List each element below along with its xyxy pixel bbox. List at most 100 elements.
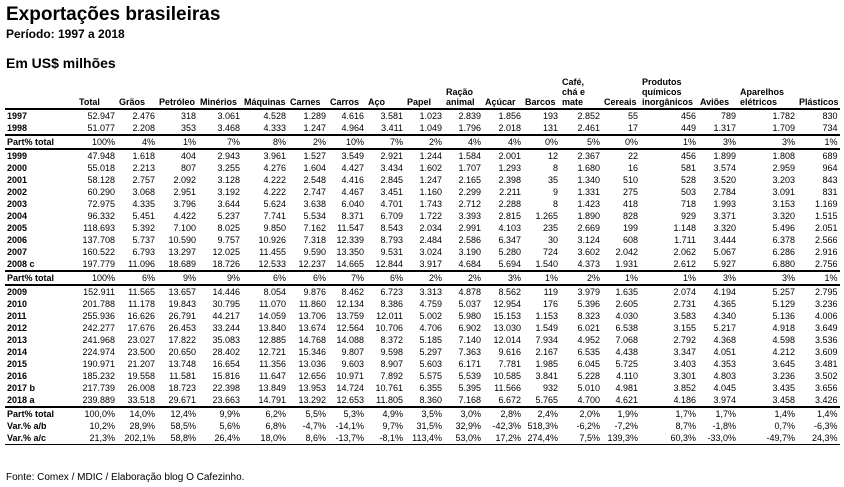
cell: 28.402 xyxy=(212,347,240,357)
column-header: Produtos químicos inorgânicos xyxy=(642,77,694,107)
cell: 2.757 xyxy=(132,175,155,185)
cell: 6.045 xyxy=(577,359,600,369)
cell: 72.975 xyxy=(87,199,115,209)
cell: 8.907 xyxy=(380,359,403,369)
cell: 11.455 xyxy=(259,247,286,257)
cell: 3% xyxy=(738,270,797,285)
cell: 8.543 xyxy=(380,223,403,233)
cell: -7,2% xyxy=(614,421,638,431)
cell: 51.077 xyxy=(87,123,115,133)
cell: 3.320 xyxy=(713,223,736,233)
cell: 4.803 xyxy=(713,371,736,381)
cell: 12.885 xyxy=(258,335,286,345)
cell: 5.603 xyxy=(419,359,442,369)
column-header: Plásticos xyxy=(799,97,839,107)
cell: 4.918 xyxy=(772,323,795,333)
cell: 14.446 xyxy=(198,284,242,298)
cell: 18,0% xyxy=(242,432,288,445)
cell: 1.153 xyxy=(535,311,558,321)
cell: 1.169 xyxy=(815,199,838,209)
cell: 11.547 xyxy=(337,223,364,233)
cell: 2.566 xyxy=(815,235,838,245)
cell: 2.018 xyxy=(498,123,521,133)
cell: 718 xyxy=(680,199,696,209)
cell: 1.293 xyxy=(498,163,521,173)
cell: 55.018 xyxy=(87,163,115,173)
cell: 1.808 xyxy=(738,148,797,162)
row-label: Part% total xyxy=(5,134,77,149)
cell: 4.416 xyxy=(341,175,364,185)
cell: 3.649 xyxy=(815,323,838,333)
cell: 4.103 xyxy=(498,223,521,233)
cell: 5.002 xyxy=(419,311,442,321)
cell: 1.049 xyxy=(419,123,442,133)
cell: 160.522 xyxy=(82,247,115,257)
cell: 13.759 xyxy=(336,311,364,321)
cell: 6.723 xyxy=(366,284,405,298)
cell: 1.856 xyxy=(483,108,523,122)
cell: 13.706 xyxy=(298,311,326,321)
cell: 4,9% xyxy=(366,406,405,420)
cell: 2.398 xyxy=(498,175,521,185)
cell: 13.036 xyxy=(298,359,326,369)
cell: 3.061 xyxy=(198,108,242,122)
cell: 3% xyxy=(738,134,797,149)
cell: 9,9% xyxy=(198,406,242,420)
cell: 6.880 xyxy=(772,259,795,269)
cell: 4.110 xyxy=(616,371,638,381)
cell: 2% xyxy=(405,270,444,285)
cell: 1.148 xyxy=(673,223,696,233)
cell: 734 xyxy=(822,123,838,133)
cell: 14.724 xyxy=(336,383,364,393)
cell: 2% xyxy=(444,270,483,285)
cell: 9.850 xyxy=(263,223,286,233)
cell: 3.190 xyxy=(458,247,481,257)
table-row: 2008 c 197.779 11.096 18.689 18.726 12.533 12.… xyxy=(5,258,840,271)
cell: 13.350 xyxy=(336,247,364,257)
cell: 8.360 xyxy=(419,395,442,405)
cell: 3.974 xyxy=(713,395,736,405)
cell: 176 xyxy=(542,299,558,309)
cell: 2.167 xyxy=(535,347,558,357)
row-label: 1997 xyxy=(5,108,77,122)
cell: 1% xyxy=(157,134,198,149)
cell: 3.917 xyxy=(419,259,442,269)
cell: 5.694 xyxy=(498,259,521,269)
row-label: 2000 xyxy=(7,163,28,173)
cell: 58,8% xyxy=(157,432,198,445)
cell: 1.527 xyxy=(288,148,328,162)
cell: 4.422 xyxy=(173,211,196,221)
cell: 3.301 xyxy=(673,371,696,381)
cell: 1.331 xyxy=(577,187,600,197)
cell: 3% xyxy=(698,134,738,149)
cell: 2.845 xyxy=(380,175,403,185)
cell: 2.299 xyxy=(458,187,481,197)
row-label: 2006 xyxy=(7,235,28,245)
cell: 2.612 xyxy=(673,259,696,269)
cell: 35.083 xyxy=(212,335,240,345)
row-label: 2017 b xyxy=(7,383,36,393)
cell: 3% xyxy=(698,270,738,285)
cell: 8.793 xyxy=(380,235,403,245)
cell: 4.222 xyxy=(263,175,286,185)
cell: 12.844 xyxy=(375,259,403,269)
cell: 3.068 xyxy=(132,187,155,197)
cell: 6,2% xyxy=(242,406,288,420)
row-label: 2014 xyxy=(7,347,28,357)
cell: 1.340 xyxy=(577,175,600,185)
cell: 3.236 xyxy=(815,299,838,309)
row-label: 2015 xyxy=(7,359,28,369)
cell: 6.793 xyxy=(132,247,155,257)
cell: 4.684 xyxy=(458,259,481,269)
cell: 807 xyxy=(180,163,196,173)
cell: 2.484 xyxy=(419,235,442,245)
cell: 13.953 xyxy=(298,383,326,393)
cell: 5.297 xyxy=(419,347,442,357)
cell: 23.027 xyxy=(127,335,155,345)
cell: 5.765 xyxy=(535,395,558,405)
cell: 10.585 xyxy=(493,371,521,381)
cell: 6.286 xyxy=(772,247,795,257)
cell: 1.707 xyxy=(458,163,481,173)
column-header: Ração animal xyxy=(446,87,475,107)
